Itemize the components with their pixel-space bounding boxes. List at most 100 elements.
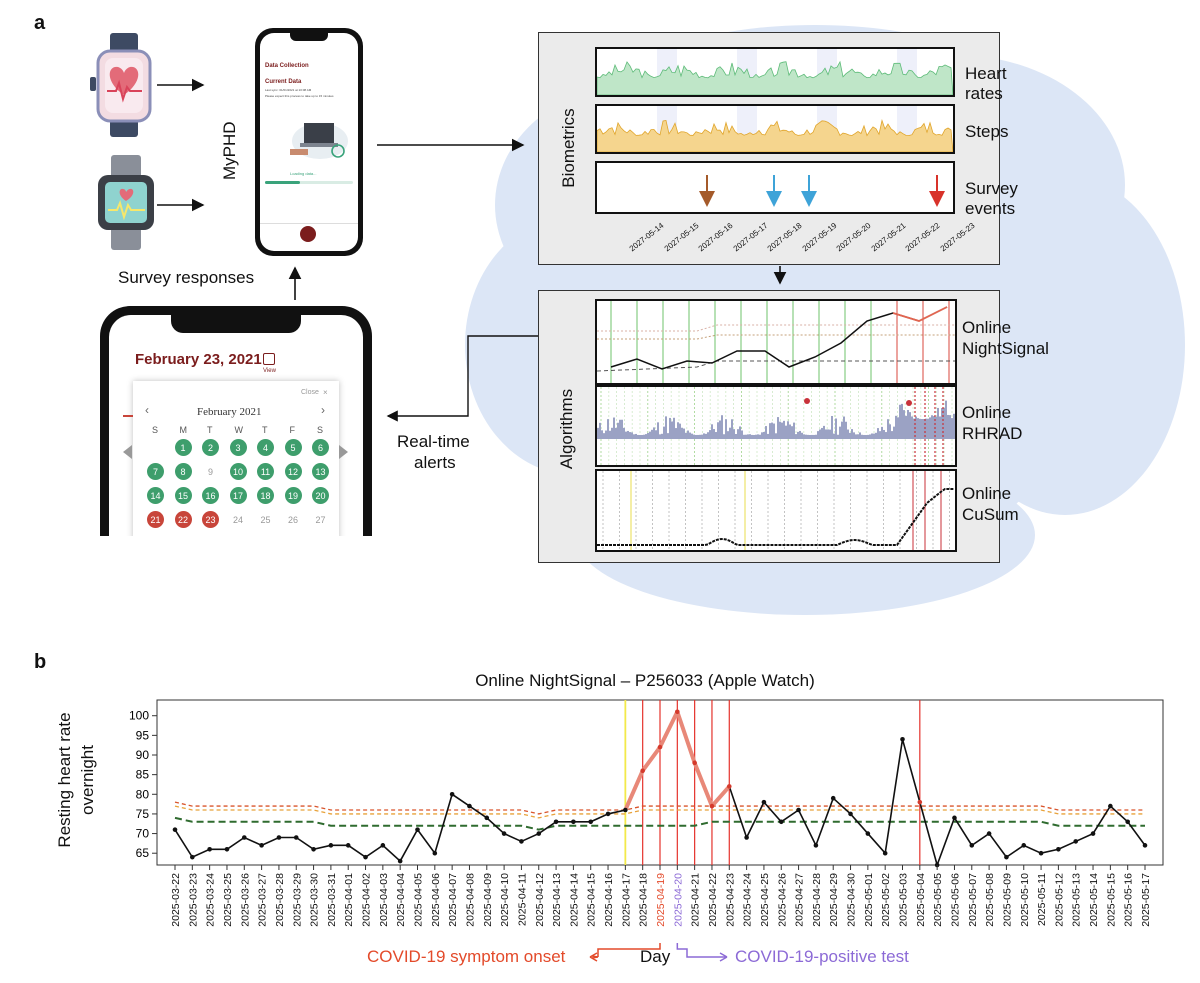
rhr-point: [969, 843, 975, 848]
online-rhrad-2: RHRAD: [962, 424, 1023, 443]
calendar-day[interactable]: 3: [229, 439, 247, 456]
mini-bar: [871, 433, 873, 439]
mini-bar: [929, 417, 931, 439]
next-month-icon[interactable]: ›: [321, 403, 325, 417]
threshold-series: [174, 801, 1145, 815]
close-icon[interactable]: ×: [323, 388, 328, 397]
mini-bar: [867, 434, 869, 439]
rhr-point: [449, 791, 455, 797]
mini-bar: [791, 426, 793, 439]
rhr-point: [917, 799, 923, 805]
mini-bar: [879, 431, 881, 439]
calendar-day[interactable]: 20: [312, 487, 329, 504]
mini-bar: [611, 427, 613, 439]
x-tick-label: 2025-04-14: [568, 873, 580, 927]
biometrics-date-tick: 2027-05-20: [834, 221, 873, 254]
calendar-day[interactable]: 24: [232, 514, 243, 525]
mini-bar: [637, 434, 639, 439]
calendar-day[interactable]: 21: [147, 511, 164, 528]
mini-bar: [849, 432, 851, 439]
calendar-day[interactable]: 19: [284, 487, 302, 504]
rhr-point: [415, 827, 420, 832]
weekday-header: W: [234, 425, 244, 435]
calendar-day[interactable]: 12: [284, 463, 302, 480]
calendar-icon[interactable]: [263, 353, 275, 365]
x-tick-label: 2025-04-21: [690, 873, 702, 927]
rhr-point: [796, 807, 801, 813]
calendar-day[interactable]: 13: [312, 463, 329, 480]
mini-bar: [853, 432, 855, 439]
mini-bar: [827, 429, 829, 439]
mini-bar: [845, 421, 847, 439]
x-tick-label: 2025-03-30: [309, 873, 321, 927]
mini-threshold: [597, 334, 955, 340]
calendar-day[interactable]: 1: [174, 439, 192, 456]
mini-bar: [683, 428, 685, 439]
mini-bar: [831, 415, 833, 439]
mini-bar: [677, 422, 679, 439]
rhr-point: [553, 819, 559, 825]
x-tick-label: 2025-04-05: [413, 873, 425, 927]
calendar-day[interactable]: 6: [312, 439, 329, 456]
calendar-day[interactable]: 26: [287, 514, 298, 525]
calendar-day[interactable]: 4: [257, 439, 274, 456]
rhr-point: [813, 843, 819, 848]
rhr-point: [744, 835, 749, 840]
calendar-day[interactable]: 27: [315, 514, 326, 525]
calendar-day[interactable]: 22: [174, 511, 192, 528]
calendar-day[interactable]: 14: [147, 487, 164, 504]
biometrics-date-tick: 2027-05-21: [869, 221, 907, 254]
calendar-day[interactable]: 5: [284, 439, 302, 456]
close-label[interactable]: Close: [301, 389, 319, 396]
rhr-point: [726, 784, 732, 789]
x-tick-label: 2025-04-13: [551, 873, 563, 927]
mini-bar: [727, 431, 729, 439]
view-label[interactable]: View: [263, 368, 276, 374]
mini-bar: [815, 434, 817, 439]
calendar-day[interactable]: 25: [260, 514, 271, 525]
right-nav-icon[interactable]: [339, 445, 348, 459]
mini-bar: [773, 423, 775, 439]
left-nav-icon[interactable]: [123, 445, 132, 459]
calendar-day[interactable]: 16: [202, 487, 219, 504]
mini-bar: [605, 430, 607, 439]
calendar-day[interactable]: 18: [257, 487, 274, 504]
calendar-day[interactable]: 9: [207, 466, 213, 477]
x-tick-label: 2025-05-02: [880, 873, 892, 927]
calendar-day[interactable]: 8: [174, 463, 192, 480]
mini-alert-series: [892, 306, 948, 322]
calendar-day[interactable]: 23: [202, 511, 219, 528]
mini-bar: [895, 415, 897, 439]
laptop-illustration-icon: [290, 123, 348, 159]
calendar-day[interactable]: 15: [174, 487, 192, 504]
mini-bar: [743, 434, 745, 439]
calendar-day[interactable]: 2: [202, 439, 219, 456]
alerts-label-line1: Real-time: [397, 432, 470, 451]
home-button-icon[interactable]: [300, 226, 316, 242]
x-tick-label: 2025-04-29: [828, 873, 840, 927]
x-tick-label: 2025-05-14: [1088, 873, 1100, 927]
calendar-month-title: February 2021: [197, 406, 262, 418]
rhr-point: [172, 827, 178, 832]
mini-bar: [701, 434, 703, 439]
mini-bar: [691, 433, 693, 439]
x-tick-label: 2025-03-29: [291, 873, 303, 927]
online-cusum-2: CuSum: [962, 505, 1019, 524]
rhr-point: [363, 854, 368, 860]
rhr-point: [293, 835, 299, 840]
mini-bar: [931, 415, 933, 439]
calendar-day[interactable]: 11: [257, 463, 274, 480]
calendar-day[interactable]: 17: [229, 487, 247, 504]
heart-rate-sparkline: [597, 49, 953, 95]
rhr-point: [224, 846, 230, 852]
mini-bar: [609, 430, 611, 439]
mini-bar: [859, 432, 861, 439]
calendar-day[interactable]: 7: [147, 463, 164, 480]
rhr-point: [778, 819, 784, 825]
calendar-day[interactable]: 10: [229, 463, 247, 480]
rhr-point: [882, 850, 888, 856]
biometrics-date-tick: 2027-05-23: [938, 221, 976, 254]
prev-month-icon[interactable]: ‹: [145, 403, 149, 417]
algorithms-box: Algorithms Online NightSignal Online RHR…: [538, 290, 1049, 563]
mini-bar: [841, 421, 843, 439]
